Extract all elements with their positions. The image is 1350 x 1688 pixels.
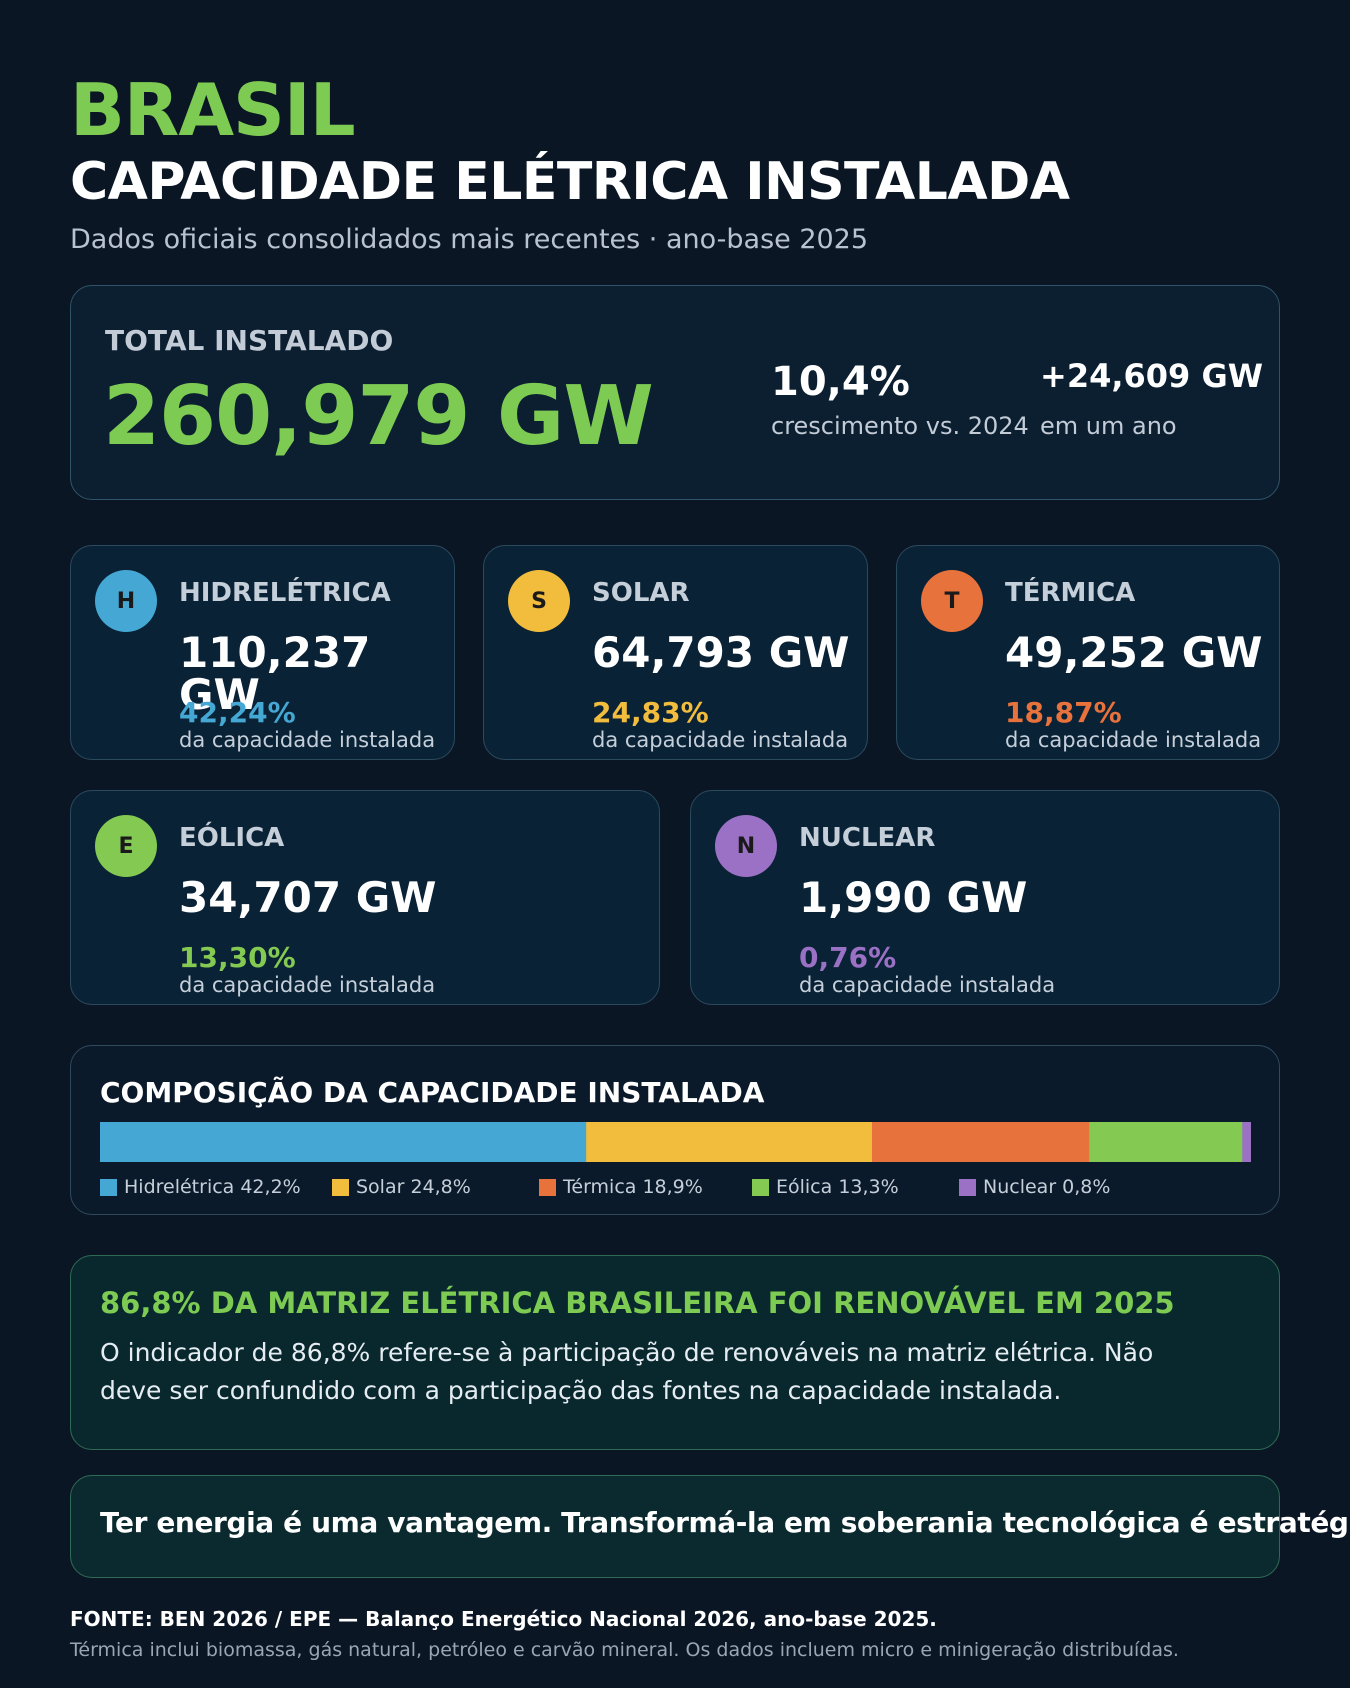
legend-label: Eólica 13,3% — [776, 1176, 899, 1198]
footer-source: FONTE: BEN 2026 / EPE — Balanço Energéti… — [70, 1607, 937, 1631]
total-card: TOTAL INSTALADO 260,979 GW 10,4% crescim… — [70, 285, 1280, 500]
legend-item-hidreletrica: Hidrelétrica 42,2% — [100, 1176, 301, 1198]
growth-value: 10,4% — [771, 359, 910, 405]
page-title: CAPACIDADE ELÉTRICA INSTALADA — [70, 152, 1070, 212]
source-card-termica: T TÉRMICA 49,252 GW 18,87% da capacidade… — [896, 545, 1280, 760]
renewable-body: O indicador de 86,8% refere-se à partici… — [100, 1338, 1154, 1405]
source-value: 34,707 GW — [179, 873, 437, 922]
source-percent: 13,30% — [179, 941, 296, 974]
legend-item-termica: Térmica 18,9% — [539, 1176, 703, 1198]
growth-caption: crescimento vs. 2024 — [771, 412, 1029, 440]
source-percent: 42,24% — [179, 696, 296, 729]
legend-label: Nuclear 0,8% — [983, 1176, 1111, 1198]
source-card-hidreletrica: H HIDRELÉTRICA 110,237 GW 42,24% da capa… — [70, 545, 455, 760]
page-subtitle: Dados oficiais consolidados mais recente… — [70, 224, 869, 255]
added-caption: em um ano — [1040, 412, 1177, 440]
source-value: 49,252 GW — [1005, 628, 1263, 677]
source-caption: da capacidade instalada — [179, 973, 436, 997]
legend-label: Térmica 18,9% — [563, 1176, 703, 1198]
added-value: +24,609 GW — [1040, 357, 1263, 395]
source-value: 110,237 GW — [179, 628, 371, 719]
bar-segment-térmica — [871, 1122, 1090, 1162]
source-name: HIDRELÉTRICA — [179, 578, 391, 608]
legend-swatch — [752, 1178, 769, 1196]
legend-swatch — [959, 1178, 976, 1196]
legend-label: Solar 24,8% — [356, 1176, 471, 1198]
source-name: EÓLICA — [179, 823, 285, 853]
eolica-badge-icon: E — [95, 815, 157, 877]
source-caption: da capacidade instalada — [592, 728, 849, 752]
legend-swatch — [100, 1178, 117, 1196]
composition-card: COMPOSIÇÃO DA CAPACIDADE INSTALADA Hidre… — [70, 1045, 1280, 1215]
renewable-note-card: 86,8% DA MATRIZ ELÉTRICA BRASILEIRA FOI … — [70, 1255, 1280, 1450]
chart-title: COMPOSIÇÃO DA CAPACIDADE INSTALADA — [100, 1076, 765, 1109]
legend-item-nuclear: Nuclear 0,8% — [959, 1176, 1110, 1198]
bar-segment-hidrelétrica — [100, 1122, 587, 1162]
source-caption: da capacidade instalada — [179, 728, 436, 752]
source-name: NUCLEAR — [799, 823, 936, 853]
country-title: BRASIL — [70, 68, 356, 152]
legend-swatch — [539, 1178, 556, 1196]
legend-item-solar: Solar 24,8% — [332, 1176, 471, 1198]
bar-segment-nuclear — [1242, 1122, 1251, 1162]
source-percent: 0,76% — [799, 941, 897, 974]
renewable-title: 86,8% DA MATRIZ ELÉTRICA BRASILEIRA FOI … — [100, 1286, 1175, 1320]
legend-swatch — [332, 1178, 349, 1196]
legend-label: Hidrelétrica 42,2% — [124, 1176, 301, 1198]
source-caption: da capacidade instalada — [799, 973, 1056, 997]
source-card-solar: S SOLAR 64,793 GW 24,83% da capacidade i… — [483, 545, 868, 760]
total-label: TOTAL INSTALADO — [105, 324, 394, 357]
bar-segment-solar — [586, 1122, 873, 1162]
nuclear-badge-icon: N — [715, 815, 777, 877]
source-card-nuclear: N NUCLEAR 1,990 GW 0,76% da capacidade i… — [690, 790, 1280, 1005]
termica-badge-icon: T — [921, 570, 983, 632]
hidreletrica-badge-icon: H — [95, 570, 157, 632]
source-percent: 24,83% — [592, 696, 709, 729]
legend-item-eolica: Eólica 13,3% — [752, 1176, 899, 1198]
source-caption: da capacidade instalada — [1005, 728, 1262, 752]
solar-badge-icon: S — [508, 570, 570, 632]
source-card-eolica: E EÓLICA 34,707 GW 13,30% da capacidade … — [70, 790, 660, 1005]
source-value: 1,990 GW — [799, 873, 1028, 922]
total-value: 260,979 GW — [103, 369, 654, 464]
composition-stacked-bar — [100, 1122, 1251, 1162]
source-name: SOLAR — [592, 578, 690, 608]
quote-card: Ter energia é uma vantagem. Transformá-l… — [70, 1475, 1350, 1578]
footer-note: Térmica inclui biomassa, gás natural, pe… — [70, 1639, 1179, 1661]
bar-segment-eólica — [1089, 1122, 1243, 1162]
source-name: TÉRMICA — [1005, 578, 1136, 608]
quote-text: Ter energia é uma vantagem. Transformá-l… — [100, 1506, 1350, 1539]
source-percent: 18,87% — [1005, 696, 1122, 729]
source-value: 64,793 GW — [592, 628, 850, 677]
